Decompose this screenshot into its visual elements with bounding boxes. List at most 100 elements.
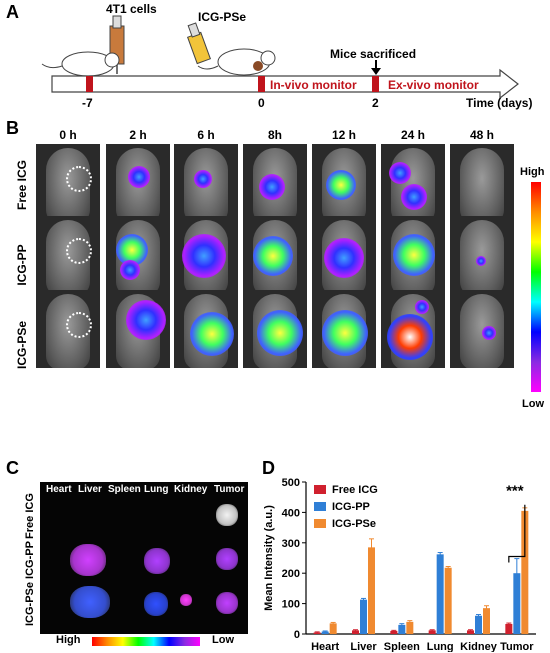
organ-image — [180, 594, 192, 606]
fluorescence-spot — [393, 234, 435, 276]
fluorescence-spot — [326, 170, 356, 200]
organ-label: Spleen — [108, 484, 141, 495]
time-header: 24 h — [400, 128, 425, 142]
exvivo-label: Ex-vivo monitor — [388, 78, 479, 92]
legend-label: Free ICG — [332, 484, 378, 496]
mouse-image-tile — [36, 144, 100, 222]
fluorescence-spot — [482, 326, 496, 340]
time-header: 0 h — [59, 128, 77, 142]
invivo-label: In-vivo monitor — [270, 78, 357, 92]
mouse-image-tile — [312, 144, 376, 222]
organ-image — [70, 502, 102, 534]
fluorescence-spot — [401, 184, 427, 210]
bar — [444, 567, 452, 634]
scale-high-label: High — [520, 166, 545, 178]
organ-image — [110, 594, 126, 610]
fluorescence-spot — [387, 314, 433, 360]
tick-label: 2 — [372, 96, 379, 110]
y-tick-label: 500 — [282, 477, 300, 489]
legend-swatch — [314, 519, 326, 528]
cells-label: 4T1 cells — [106, 2, 157, 16]
fluorescence-spot — [257, 310, 303, 356]
mouse-image-tile — [381, 144, 445, 222]
scale-low-label: Low — [522, 398, 544, 410]
fluorescence-spot — [128, 166, 150, 188]
y-axis-label: Mean Intensity (a.u.) — [263, 505, 275, 611]
time-header: 48 h — [469, 128, 494, 142]
organ-image — [110, 506, 126, 522]
x-tick-label: Kidney — [460, 641, 498, 652]
mouse-image-tile — [106, 216, 170, 294]
mouse-icon — [41, 51, 120, 77]
bar — [398, 624, 406, 634]
panel-d-letter: D — [262, 458, 275, 478]
fluorescence-spot — [253, 236, 293, 276]
bar — [475, 615, 482, 634]
tick-label: 0 — [258, 96, 265, 110]
organ-label: Heart — [46, 484, 72, 495]
tick-label: -7 — [82, 96, 93, 110]
bar — [329, 623, 337, 634]
x-tick-label: Heart — [311, 641, 339, 652]
time-header: 8h — [267, 128, 282, 142]
bar — [467, 630, 474, 634]
mouse-image-tile — [243, 144, 307, 222]
mouse-image-tile — [174, 290, 238, 368]
mouse-image-tile — [106, 144, 170, 222]
panel-c-letter: C — [6, 458, 19, 478]
legend-swatch — [314, 502, 326, 511]
bar — [360, 599, 367, 634]
organ-image — [216, 592, 238, 614]
tumor-marker-circle — [66, 238, 92, 264]
fluorescence-spot — [194, 170, 212, 188]
mouse-image-tile — [243, 290, 307, 368]
syringe-icon — [186, 22, 212, 65]
time-header: 12 h — [331, 128, 356, 142]
exvivo-image — [40, 482, 248, 634]
mouse-image-tile — [450, 144, 514, 222]
organ-image — [216, 504, 238, 526]
bar — [513, 573, 521, 634]
organ-image — [180, 550, 192, 562]
timeline-arrow — [51, 60, 519, 100]
colorbar — [531, 182, 541, 392]
organ-label: Liver — [78, 484, 102, 495]
panel-b-letter: B — [6, 118, 19, 138]
scale-high-label: High — [56, 634, 81, 646]
fluorescence-spot — [182, 234, 226, 278]
bar — [368, 547, 375, 634]
mouse-image-tile — [312, 216, 376, 294]
panel-a-graphic — [41, 15, 519, 100]
mouse-image-tile — [36, 290, 100, 368]
fluorescence-spot — [415, 300, 429, 314]
time-axis-label: Time (days) — [466, 96, 533, 110]
sacrifice-label: Mice sacrificed — [330, 47, 417, 61]
organ-image — [110, 550, 126, 566]
mouse-image-tile — [243, 216, 307, 294]
group-label: Free ICG — [15, 160, 29, 211]
organ-image — [144, 506, 168, 530]
time-header: 2 h — [129, 128, 147, 142]
fluorescence-spot — [126, 300, 166, 340]
x-tick-label: Liver — [350, 641, 377, 652]
bar — [313, 632, 321, 634]
bar — [390, 630, 398, 634]
organ-image — [144, 548, 170, 574]
x-tick-label: Lung — [427, 641, 454, 652]
time-header: 6 h — [197, 128, 215, 142]
fluorescence-spot — [259, 174, 285, 200]
mouse-silhouette — [460, 148, 504, 222]
fluorescence-spot — [389, 162, 411, 184]
panel-a-letter: A — [6, 2, 19, 22]
x-tick-label: Spleen — [384, 641, 420, 652]
mouse-image-tile — [106, 290, 170, 368]
significance-label: *** — [506, 483, 524, 500]
organ-image — [144, 592, 168, 616]
colorbar — [92, 637, 200, 646]
bar — [436, 554, 444, 634]
mouse-image-tile — [381, 216, 445, 294]
fluorescence-spot — [120, 260, 140, 280]
scale-low-label: Low — [212, 634, 234, 646]
bar — [406, 621, 414, 634]
mouse-image-tile — [174, 216, 238, 294]
